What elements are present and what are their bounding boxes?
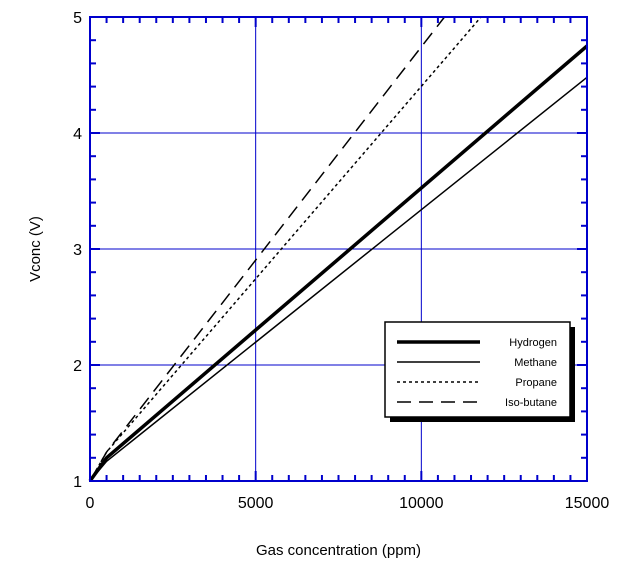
y-tick-label: 4 [73,126,82,143]
y-tick-label: 2 [73,358,82,375]
x-tick-label: 10000 [399,495,444,512]
series-line-iso-butane [89,16,446,482]
x-axis-title: Gas concentration (ppm) [256,542,421,559]
x-tick-label: 5000 [238,495,274,512]
tick-label-layer: 0 5000 10000 15000 1 2 3 4 5 [73,10,609,512]
y-tick-label: 5 [73,10,82,27]
series-line-methane [89,76,588,482]
x-tick-label: 15000 [565,495,610,512]
legend-label: Methane [514,357,557,369]
legend-label: Hydrogen [509,337,557,349]
x-tick-label: 0 [86,495,95,512]
legend-box [384,321,571,418]
series-layer [88,16,589,483]
y-tick-label: 1 [73,474,82,491]
y-tick-label: 3 [73,242,82,259]
series-line-hydrogen [88,44,589,483]
legend-label: Iso-butane [505,397,557,409]
plot-frame [89,16,588,482]
legend-label: Propane [515,377,557,389]
legend: Hydrogen Methane Propane Iso-butane [384,321,575,422]
y-axis-title: Vconc (V) [27,216,44,282]
series-line-propane [89,16,482,482]
